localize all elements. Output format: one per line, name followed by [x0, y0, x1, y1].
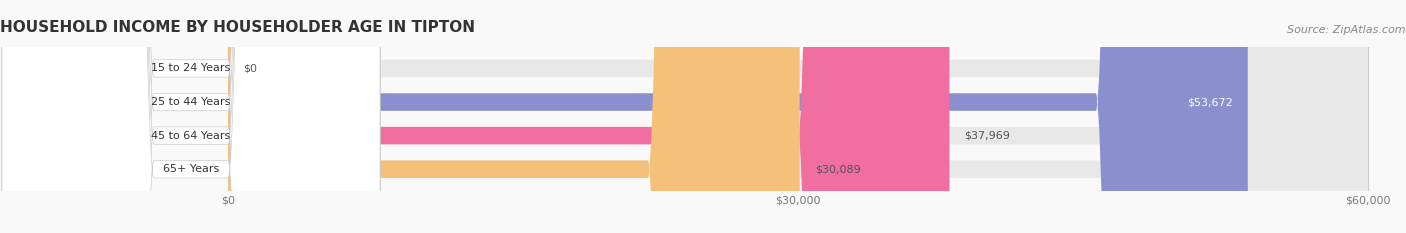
- Text: 15 to 24 Years: 15 to 24 Years: [152, 63, 231, 73]
- Text: 45 to 64 Years: 45 to 64 Years: [152, 131, 231, 141]
- Text: HOUSEHOLD INCOME BY HOUSEHOLDER AGE IN TIPTON: HOUSEHOLD INCOME BY HOUSEHOLDER AGE IN T…: [0, 20, 475, 35]
- FancyBboxPatch shape: [1, 0, 380, 233]
- FancyBboxPatch shape: [228, 0, 1368, 233]
- Text: 65+ Years: 65+ Years: [163, 164, 219, 174]
- FancyBboxPatch shape: [228, 0, 1368, 233]
- FancyBboxPatch shape: [228, 0, 1368, 233]
- Text: Source: ZipAtlas.com: Source: ZipAtlas.com: [1288, 25, 1406, 35]
- Text: $30,089: $30,089: [815, 164, 860, 174]
- Text: $0: $0: [243, 63, 257, 73]
- FancyBboxPatch shape: [1, 0, 380, 233]
- Text: $53,672: $53,672: [1187, 97, 1233, 107]
- FancyBboxPatch shape: [1, 0, 380, 233]
- FancyBboxPatch shape: [228, 0, 949, 233]
- Text: 25 to 44 Years: 25 to 44 Years: [152, 97, 231, 107]
- FancyBboxPatch shape: [228, 0, 1368, 233]
- Text: $37,969: $37,969: [965, 131, 1011, 141]
- FancyBboxPatch shape: [1, 0, 380, 233]
- FancyBboxPatch shape: [228, 0, 1247, 233]
- FancyBboxPatch shape: [228, 0, 800, 233]
